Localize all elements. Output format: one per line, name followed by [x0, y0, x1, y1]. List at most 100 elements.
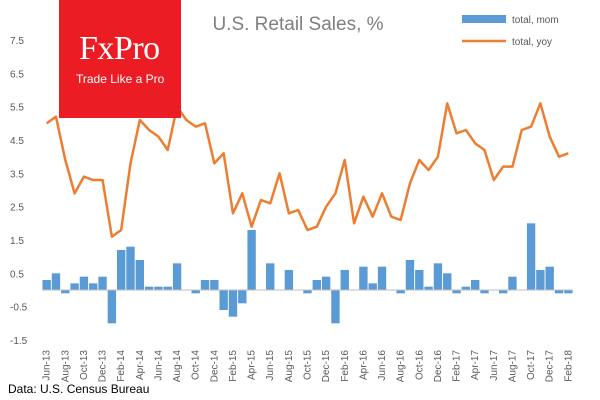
x-tick-label: Feb-18	[563, 350, 574, 382]
mom-bar	[433, 263, 443, 290]
logo-tagline: Trade Like a Pro	[76, 72, 165, 86]
x-tick-label: Feb-15	[228, 350, 239, 382]
yoy-line	[45, 102, 569, 238]
legend-yoy-label: total, yoy	[512, 37, 552, 48]
x-tick-label: Oct-14	[191, 350, 202, 380]
x-tick-label: Oct-15	[303, 350, 314, 380]
mom-bar	[508, 276, 517, 290]
x-tick-label: Aug-17	[507, 350, 518, 383]
x-tick-label: Feb-17	[452, 350, 463, 382]
mom-bar	[368, 283, 377, 290]
x-tick-label: Dec-13	[98, 350, 109, 383]
y-tick-label: -0.5	[10, 303, 28, 314]
mom-bar	[340, 270, 349, 290]
y-tick-label: 6.5	[10, 69, 24, 80]
mom-bar	[144, 286, 154, 290]
y-tick-label: 7.5	[10, 36, 24, 47]
y-tick-label: 1.5	[10, 236, 24, 247]
mom-bar	[154, 286, 163, 290]
x-tick-label: Jun-16	[377, 350, 388, 381]
mom-bar	[61, 290, 70, 294]
mom-bar	[70, 283, 79, 290]
mom-bar	[219, 290, 228, 310]
x-tick-label: Jun-17	[489, 350, 500, 381]
y-tick-label: 2.5	[10, 203, 24, 214]
mom-bar	[564, 290, 573, 294]
x-tick-label: Oct-17	[526, 350, 537, 380]
mom-bar	[452, 290, 461, 294]
x-tick-label: Apr-15	[247, 350, 258, 380]
fxpro-logo: FxPro Trade Like a Pro	[59, 0, 181, 118]
mom-bar	[107, 290, 117, 324]
x-tick-label: Aug-15	[284, 350, 295, 383]
mom-bar	[461, 286, 471, 290]
x-tick-label: Dec-16	[433, 350, 444, 383]
mom-bar	[116, 250, 126, 290]
mom-bar	[98, 276, 107, 290]
mom-bar	[228, 290, 238, 317]
mom-bar	[135, 260, 144, 290]
y-tick-label: 0.5	[10, 269, 24, 280]
mom-bar	[480, 290, 489, 294]
mom-bar	[526, 223, 536, 290]
mom-bar	[424, 286, 433, 290]
source-note: Data: U.S. Census Bureau	[8, 382, 150, 396]
mom-bar	[498, 290, 508, 294]
x-tick-label: Jun-15	[265, 350, 276, 381]
x-axis: Jun-13 Aug-13 Oct-13 Dec-13 Feb-14 Apr-14 Jun-…	[42, 350, 575, 383]
mom-bar	[79, 276, 89, 290]
mom-bar	[163, 286, 172, 290]
mom-bar	[312, 280, 321, 290]
legend-mom-label: total, mom	[512, 15, 559, 26]
x-tick-label: Jun-13	[42, 350, 53, 381]
mom-bar	[470, 280, 480, 290]
mom-bar	[51, 273, 61, 290]
mom-bar	[172, 263, 182, 290]
legend-mom-swatch	[462, 15, 506, 23]
mom-bar	[247, 230, 256, 290]
logo-wordmark: FxPro	[79, 30, 160, 67]
mom-bar	[89, 283, 98, 290]
y-tick-label: -1.5	[10, 336, 28, 347]
x-tick-label: Apr-14	[135, 350, 146, 380]
mom-bar	[545, 266, 554, 290]
x-tick-label: Dec-14	[209, 350, 220, 383]
chart-title: U.S. Retail Sales, %	[212, 14, 383, 35]
x-tick-label: Aug-13	[60, 350, 71, 383]
x-tick-label: Apr-16	[358, 350, 369, 380]
legend: total, mom total, yoy	[462, 15, 559, 48]
mom-bar	[200, 280, 210, 290]
x-tick-label: Dec-15	[321, 350, 332, 383]
mom-bar	[284, 270, 294, 290]
mom-bar	[191, 290, 200, 294]
mom-bar	[359, 266, 368, 290]
mom-bar	[238, 290, 247, 304]
mom-bar	[405, 260, 415, 290]
x-tick-label: Oct-13	[79, 350, 90, 380]
mom-bar	[210, 280, 219, 290]
y-axis: 7.5 6.5 5.5 4.5 3.5 2.5 1.5 0.5 -0.5 -1.5	[10, 36, 28, 347]
mom-bar	[331, 290, 340, 324]
x-tick-label: Dec-17	[545, 350, 556, 383]
y-tick-label: 4.5	[10, 136, 24, 147]
mom-bar	[554, 290, 564, 294]
mom-bar	[321, 276, 331, 290]
y-tick-label: 3.5	[10, 169, 24, 180]
mom-bar	[415, 270, 424, 290]
x-tick-label: Jun-14	[153, 350, 164, 381]
mom-bar	[126, 246, 135, 290]
x-tick-label: Apr-17	[470, 350, 481, 380]
mom-bar	[303, 290, 312, 294]
mom-bar	[536, 270, 545, 290]
mom-bar	[377, 266, 387, 290]
x-tick-label: Oct-16	[414, 350, 425, 380]
x-tick-label: Feb-16	[340, 350, 351, 382]
x-tick-label: Aug-14	[172, 350, 183, 383]
mom-bar	[443, 273, 452, 290]
x-tick-label: Feb-14	[116, 350, 127, 382]
x-tick-label: Aug-16	[396, 350, 407, 383]
mom-bar	[396, 290, 405, 294]
mom-bar	[266, 263, 275, 290]
mom-bars	[42, 223, 573, 324]
